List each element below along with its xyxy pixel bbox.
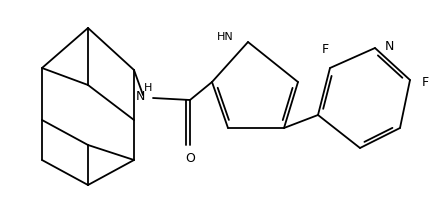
Text: F: F: [322, 43, 329, 56]
Text: H: H: [144, 83, 152, 93]
Text: O: O: [185, 152, 195, 164]
Text: N: N: [136, 91, 145, 103]
Text: HN: HN: [217, 32, 234, 42]
Text: F: F: [422, 75, 429, 89]
Text: N: N: [385, 40, 394, 52]
